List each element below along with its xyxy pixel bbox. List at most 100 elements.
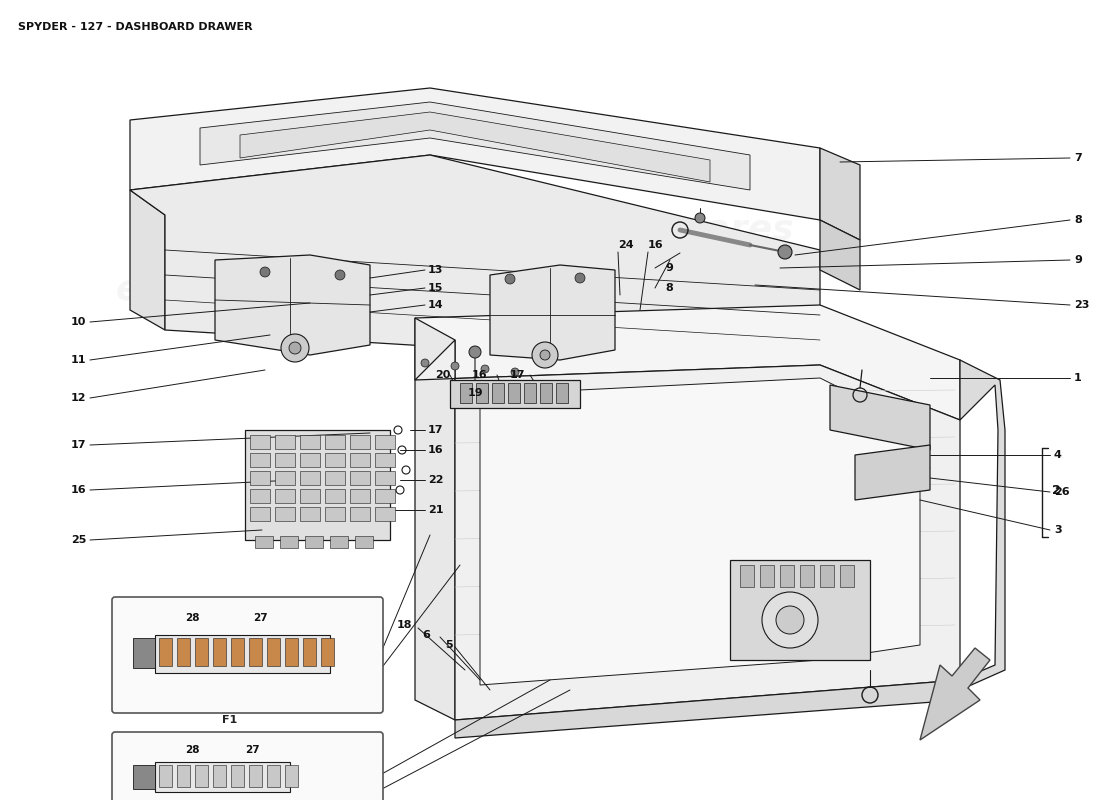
Text: eurospares: eurospares xyxy=(585,573,814,607)
Text: 3: 3 xyxy=(1054,525,1062,535)
Bar xyxy=(280,536,298,548)
Bar xyxy=(375,453,395,467)
Bar xyxy=(800,565,814,587)
Text: 8: 8 xyxy=(666,283,673,293)
Bar xyxy=(324,471,345,485)
Bar xyxy=(450,380,580,408)
Bar xyxy=(300,453,320,467)
Bar xyxy=(350,489,370,503)
Text: 22: 22 xyxy=(428,475,443,485)
Polygon shape xyxy=(920,648,990,740)
Bar xyxy=(324,453,345,467)
Text: 25: 25 xyxy=(70,535,86,545)
Text: 28: 28 xyxy=(185,613,199,623)
Circle shape xyxy=(762,592,818,648)
Text: 6: 6 xyxy=(422,630,430,640)
Text: 12: 12 xyxy=(70,393,86,403)
Polygon shape xyxy=(415,318,455,720)
Bar xyxy=(250,435,270,449)
Text: 24: 24 xyxy=(618,240,634,250)
Bar xyxy=(250,471,270,485)
Polygon shape xyxy=(415,340,960,720)
Bar xyxy=(285,765,298,787)
Text: 17: 17 xyxy=(428,425,443,435)
Bar xyxy=(350,453,370,467)
Circle shape xyxy=(505,274,515,284)
Text: 19: 19 xyxy=(468,388,484,398)
Polygon shape xyxy=(830,385,930,450)
Bar xyxy=(324,489,345,503)
Text: 16: 16 xyxy=(648,240,663,250)
Text: 18: 18 xyxy=(396,620,412,630)
Bar xyxy=(155,762,290,792)
Text: 5: 5 xyxy=(446,640,452,650)
Circle shape xyxy=(776,606,804,634)
Bar xyxy=(350,471,370,485)
Circle shape xyxy=(695,213,705,223)
Circle shape xyxy=(289,342,301,354)
Bar xyxy=(195,638,208,666)
Bar xyxy=(275,471,295,485)
FancyBboxPatch shape xyxy=(112,732,383,800)
Text: 16: 16 xyxy=(70,485,86,495)
Circle shape xyxy=(451,362,459,370)
Bar xyxy=(160,765,172,787)
Polygon shape xyxy=(820,220,860,290)
Text: SPYDER - 127 - DASHBOARD DRAWER: SPYDER - 127 - DASHBOARD DRAWER xyxy=(18,22,253,32)
Text: 27: 27 xyxy=(244,745,260,755)
Bar xyxy=(250,507,270,521)
Text: 2: 2 xyxy=(1052,483,1060,497)
Circle shape xyxy=(260,267,270,277)
Circle shape xyxy=(532,342,558,368)
Polygon shape xyxy=(415,305,960,420)
Bar xyxy=(305,536,323,548)
Circle shape xyxy=(469,346,481,358)
Circle shape xyxy=(540,350,550,360)
Text: 26: 26 xyxy=(1054,487,1069,497)
Bar xyxy=(133,765,155,789)
Circle shape xyxy=(421,359,429,367)
Bar xyxy=(267,638,280,666)
Bar xyxy=(820,565,834,587)
Polygon shape xyxy=(130,190,165,330)
Bar xyxy=(375,471,395,485)
Text: 23: 23 xyxy=(1074,300,1089,310)
Bar xyxy=(300,471,320,485)
Bar xyxy=(350,507,370,521)
Text: 9: 9 xyxy=(1074,255,1082,265)
Bar xyxy=(302,638,316,666)
Text: 10: 10 xyxy=(70,317,86,327)
Bar xyxy=(177,638,190,666)
Circle shape xyxy=(512,368,519,376)
Bar xyxy=(780,565,794,587)
Bar xyxy=(375,435,395,449)
Bar xyxy=(730,560,870,660)
Bar xyxy=(324,507,345,521)
Text: 17: 17 xyxy=(510,370,526,380)
Text: 7: 7 xyxy=(1074,153,1081,163)
Text: 13: 13 xyxy=(428,265,443,275)
Text: 9: 9 xyxy=(666,263,673,273)
Bar xyxy=(231,765,244,787)
Bar xyxy=(213,765,226,787)
FancyBboxPatch shape xyxy=(112,597,383,713)
Polygon shape xyxy=(130,88,820,220)
Text: 17: 17 xyxy=(70,440,86,450)
Bar xyxy=(249,765,262,787)
Bar xyxy=(250,453,270,467)
Bar xyxy=(355,536,373,548)
Text: 11: 11 xyxy=(70,355,86,365)
Text: 16: 16 xyxy=(472,370,487,380)
Polygon shape xyxy=(855,445,930,500)
Bar xyxy=(275,489,295,503)
Polygon shape xyxy=(960,360,1005,690)
Text: 27: 27 xyxy=(253,613,267,623)
Bar xyxy=(275,435,295,449)
Bar xyxy=(460,383,472,403)
Text: 14: 14 xyxy=(428,300,443,310)
Bar xyxy=(285,638,298,666)
Bar xyxy=(177,765,190,787)
Text: 28: 28 xyxy=(185,745,199,755)
Text: eurospares: eurospares xyxy=(565,213,794,247)
Circle shape xyxy=(778,245,792,259)
